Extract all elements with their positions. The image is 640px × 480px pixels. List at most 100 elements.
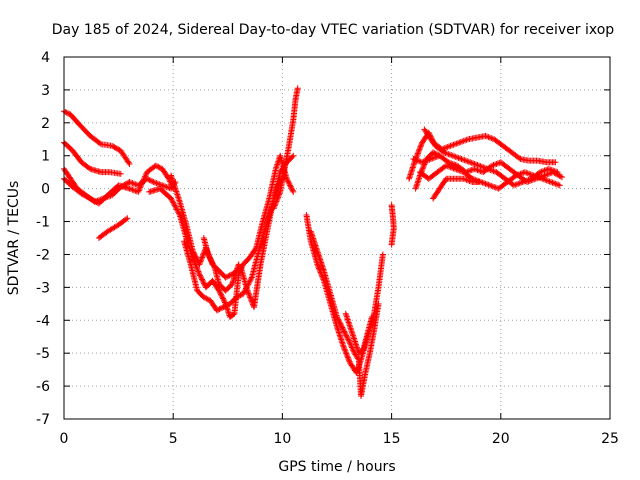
data-point: [449, 142, 456, 149]
data-point: [197, 272, 204, 279]
data-point: [485, 181, 492, 188]
data-point: [171, 202, 178, 209]
data-point: [532, 173, 539, 180]
data-point: [193, 262, 200, 269]
data-point: [170, 199, 177, 206]
data-point: [420, 162, 427, 169]
series-arc-h: [181, 172, 288, 314]
data-point: [209, 259, 216, 266]
data-point: [224, 302, 231, 309]
data-point: [431, 150, 438, 157]
data-point: [415, 149, 422, 156]
data-point: [234, 293, 241, 300]
data-point: [456, 167, 463, 174]
data-point: [524, 170, 531, 177]
data-point: [465, 177, 472, 184]
data-point: [488, 135, 495, 142]
data-point: [517, 170, 524, 177]
data-point: [170, 200, 177, 207]
data-point: [338, 323, 345, 330]
chart-title: Day 185 of 2024, Sidereal Day-to-day VTE…: [52, 22, 615, 38]
data-point: [169, 198, 176, 205]
data-point: [199, 277, 206, 284]
data-point: [237, 292, 244, 299]
data-point: [461, 157, 468, 164]
data-point: [510, 182, 517, 189]
data-point: [441, 149, 448, 156]
data-point: [210, 261, 217, 268]
data-point: [347, 340, 354, 347]
data-point: [222, 274, 229, 281]
data-point: [453, 166, 460, 173]
data-point: [343, 332, 350, 339]
data-point: [486, 182, 493, 189]
x-axis-label: GPS time / hours: [278, 459, 395, 475]
data-point: [442, 149, 449, 156]
data-point: [457, 168, 464, 175]
data-point: [160, 182, 167, 189]
data-point: [529, 171, 536, 178]
data-point: [441, 145, 448, 152]
data-point: [152, 162, 159, 169]
data-point: [486, 134, 493, 141]
series-arc-m: [342, 310, 375, 357]
data-point: [446, 159, 453, 166]
data-point: [489, 183, 496, 190]
series-arc-p: [421, 126, 559, 166]
data-point: [126, 185, 133, 192]
data-point: [156, 181, 163, 188]
data-point: [493, 160, 500, 167]
data-point: [421, 161, 428, 168]
data-point: [342, 347, 349, 354]
data-point: [542, 171, 549, 178]
data-point: [414, 151, 421, 158]
data-point: [454, 154, 461, 161]
data-point: [339, 324, 346, 331]
data-point: [272, 201, 279, 208]
data-point: [420, 164, 427, 171]
data-point: [557, 173, 564, 180]
data-point: [142, 173, 149, 180]
data-point: [62, 108, 69, 115]
data-point: [163, 183, 170, 190]
data-point: [516, 180, 523, 187]
data-point: [85, 164, 92, 171]
x-tick-label: 0: [60, 431, 69, 447]
data-point: [205, 251, 212, 258]
data-point: [490, 168, 497, 175]
data-point: [285, 178, 292, 185]
data-point: [558, 174, 565, 181]
data-point: [354, 355, 361, 362]
data-point: [489, 135, 496, 142]
data-point: [454, 166, 461, 173]
data-point: [456, 139, 463, 146]
data-point: [344, 353, 351, 360]
data-point: [271, 202, 278, 209]
data-point: [343, 333, 350, 340]
data-point: [290, 152, 297, 159]
data-point: [419, 166, 426, 173]
data-point: [337, 321, 344, 328]
data-point: [416, 172, 423, 179]
data-point: [443, 150, 450, 157]
data-point: [217, 290, 224, 297]
series-arc-j: [270, 85, 301, 212]
series-arc-n: [388, 202, 397, 248]
data-point: [200, 294, 207, 301]
data-point: [245, 281, 252, 288]
data-point: [191, 250, 198, 257]
data-point: [416, 146, 423, 153]
data-point: [248, 297, 255, 304]
data-point: [137, 184, 144, 191]
data-point: [479, 179, 486, 186]
series-arc-b: [61, 139, 124, 177]
data-point: [430, 149, 437, 156]
data-point: [413, 157, 420, 164]
data-point: [173, 205, 180, 212]
data-point: [147, 177, 154, 184]
data-point: [475, 167, 482, 174]
data-point: [482, 132, 489, 139]
data-points: [61, 85, 565, 399]
data-point: [213, 307, 220, 314]
